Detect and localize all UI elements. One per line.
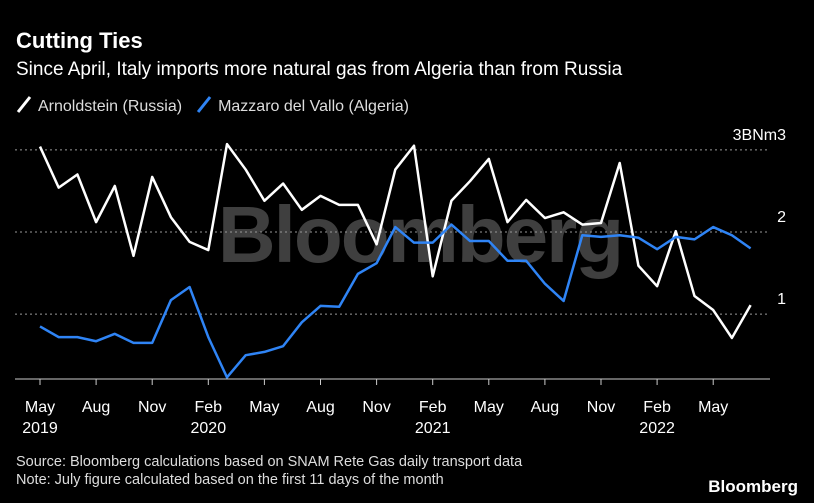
x-tick-label: May bbox=[25, 399, 55, 416]
x-tick-label: Feb bbox=[419, 399, 447, 416]
legend-label: Mazzaro del Vallo (Algeria) bbox=[218, 98, 409, 115]
series-line bbox=[38, 142, 752, 340]
legend-swatch bbox=[196, 96, 212, 113]
x-year-label: 2019 bbox=[22, 420, 58, 437]
series-line bbox=[39, 223, 752, 379]
x-tick-label: Feb bbox=[643, 399, 671, 416]
x-year-label: 2020 bbox=[191, 420, 227, 437]
y-tick-label: 3BNm3 bbox=[733, 127, 786, 144]
watermark: Bloomberg bbox=[218, 190, 622, 279]
chart-title: Cutting Ties bbox=[16, 28, 143, 53]
x-tick-label: May bbox=[249, 399, 279, 416]
chart-subtitle: Since April, Italy imports more natural … bbox=[16, 59, 623, 80]
source: Source: Bloomberg calculations based on … bbox=[16, 454, 523, 470]
x-year-label: 2021 bbox=[415, 420, 451, 437]
x-tick-label: Nov bbox=[587, 399, 615, 416]
logo: Bloomberg bbox=[708, 477, 798, 496]
y-tick-label: 1 bbox=[777, 291, 786, 308]
x-tick-label: May bbox=[698, 399, 728, 416]
note: Note: July figure calculated based on th… bbox=[16, 472, 444, 488]
legend-swatch bbox=[16, 96, 32, 113]
y-tick-label: 2 bbox=[777, 209, 786, 226]
x-tick-label: Feb bbox=[195, 399, 223, 416]
x-year-label: 2022 bbox=[639, 420, 675, 437]
legend-label: Arnoldstein (Russia) bbox=[38, 98, 182, 115]
x-tick-label: Nov bbox=[138, 399, 166, 416]
x-tick-label: Aug bbox=[531, 399, 559, 416]
x-tick-label: Aug bbox=[306, 399, 334, 416]
x-tick-label: Aug bbox=[82, 399, 110, 416]
x-tick-label: Nov bbox=[362, 399, 390, 416]
x-tick-label: May bbox=[474, 399, 504, 416]
